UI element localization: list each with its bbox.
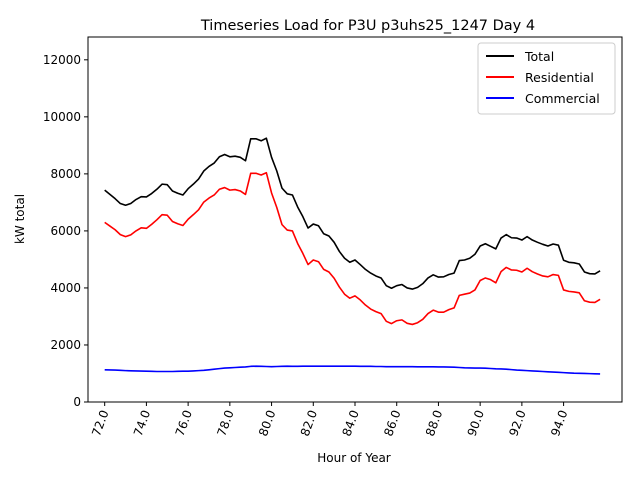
x-tick-label: 80.0 xyxy=(256,408,278,438)
x-tick-label: 72.0 xyxy=(89,408,111,438)
plot-area xyxy=(104,137,601,375)
x-tick-label: 84.0 xyxy=(340,408,362,438)
x-axis-title: Hour of Year xyxy=(317,451,391,465)
y-tick-label: 6000 xyxy=(50,224,81,238)
x-tick-label: 86.0 xyxy=(381,408,403,438)
legend-label-commercial: Commercial xyxy=(525,91,600,106)
x-tick-label: 82.0 xyxy=(298,408,320,438)
y-tick-label: 8000 xyxy=(50,167,81,181)
x-tick-label: 76.0 xyxy=(173,408,195,438)
x-tick-label: 94.0 xyxy=(548,408,570,438)
x-tick-label: 74.0 xyxy=(131,408,153,438)
series-line-total xyxy=(104,137,601,290)
y-tick-label: 4000 xyxy=(50,281,81,295)
y-tick-label: 2000 xyxy=(50,338,81,352)
legend-box xyxy=(477,42,616,115)
legend-label-residential: Residential xyxy=(525,70,594,85)
series-line-commercial xyxy=(104,365,601,375)
y-tick-label: 0 xyxy=(73,395,81,409)
x-tick-label: 92.0 xyxy=(506,408,528,438)
y-tick-label: 12000 xyxy=(43,53,81,67)
y-tick-label: 10000 xyxy=(43,110,81,124)
legend-label-total: Total xyxy=(524,49,554,64)
x-tick-label: 78.0 xyxy=(214,408,236,438)
x-tick-label: 88.0 xyxy=(423,408,445,438)
chart-title: Timeseries Load for P3U p3uhs25_1247 Day… xyxy=(200,18,535,34)
y-axis-title: kW total xyxy=(13,194,27,244)
series-line-residential xyxy=(104,171,601,326)
x-tick-label: 90.0 xyxy=(465,408,487,438)
legend: Total Residential Commercial xyxy=(477,42,616,115)
